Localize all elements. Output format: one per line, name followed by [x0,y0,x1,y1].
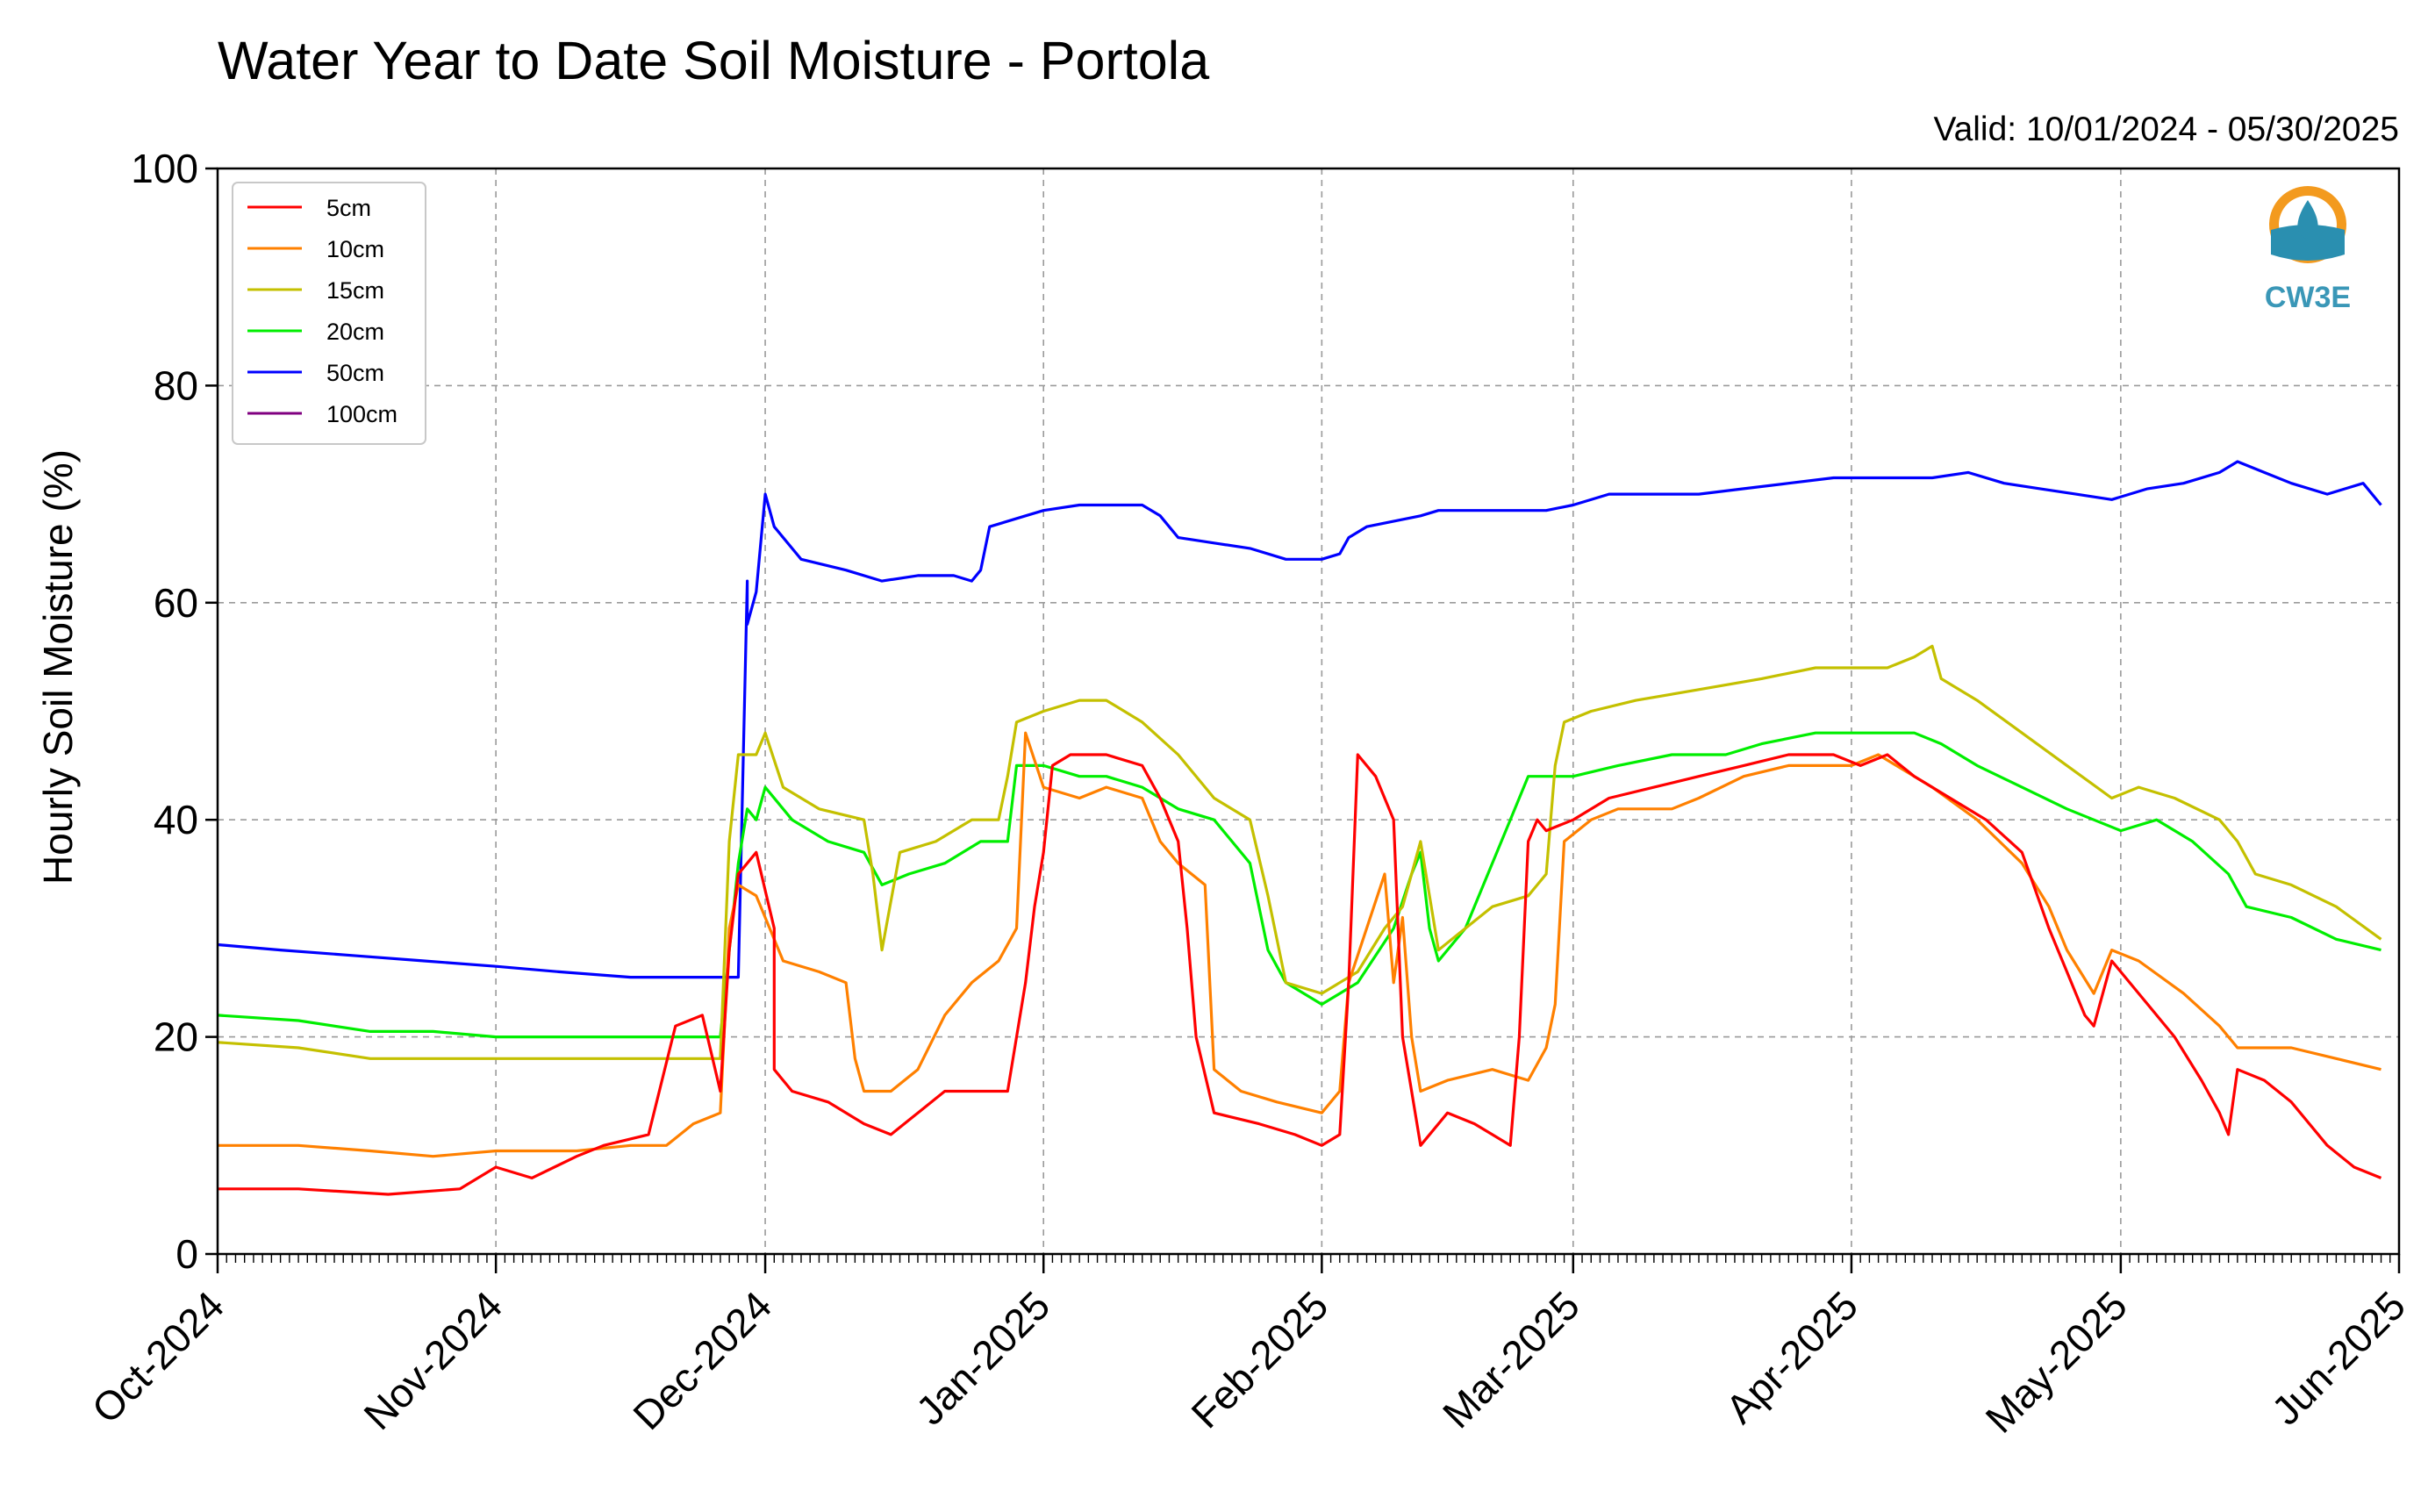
y-tick-label: 60 [154,580,198,626]
grid-lines [218,168,2399,1254]
legend-label-100cm: 100cm [326,401,398,427]
x-tick-label: Jan-2025 [907,1282,1058,1433]
y-tick-label: 0 [175,1231,198,1277]
logo-wave-icon [2271,225,2345,261]
x-tick-label: Apr-2025 [1716,1282,1866,1432]
legend-label-10cm: 10cm [326,236,384,262]
x-tick-label: Feb-2025 [1182,1282,1336,1437]
legend: 5cm 10cm 15cm 20cm 50cm 100cm [232,182,426,445]
chart-title: Water Year to Date Soil Moisture - Porto… [218,31,1209,90]
x-tick-label: Jun-2025 [2263,1282,2414,1433]
y-tick-label: 40 [154,797,198,842]
logo-text: CW3E [2265,281,2351,314]
cw3e-logo: CW3E [2265,186,2351,314]
valid-date-range: Valid: 10/01/2024 - 05/30/2025 [1933,111,2399,148]
y-tick-labels: 0 20 40 60 80 100 [131,146,198,1277]
legend-label-15cm: 15cm [326,277,384,304]
y-tick-label: 80 [154,362,198,408]
y-tick-label: 100 [131,146,198,191]
x-tick-label: Nov-2024 [355,1282,511,1438]
x-tick-label: Mar-2025 [1434,1282,1588,1437]
legend-label-20cm: 20cm [326,319,384,345]
y-tick-label: 20 [154,1014,198,1060]
axis-ticks [205,167,2401,1273]
legend-label-50cm: 50cm [326,360,384,386]
logo-drop-icon [2297,200,2318,239]
series-line-5cm [218,753,2382,1196]
legend-label-5cm: 5cm [326,195,371,221]
series-line-15cm [217,644,2382,1060]
x-tick-label: Dec-2024 [624,1282,780,1438]
series-line-20cm [217,731,2381,1039]
series-lines [217,460,2382,1196]
x-tick-label: Oct-2024 [83,1282,233,1432]
y-axis-label: Hourly Soil Moisture (%) [35,449,81,885]
x-tick-labels: Oct-2024 Nov-2024 Dec-2024 Jan-2025 Feb-2025… [83,1282,2415,1441]
plot-frame [216,167,2401,1256]
x-tick-label: May-2025 [1977,1282,2136,1441]
series-line-50cm [217,460,2382,979]
